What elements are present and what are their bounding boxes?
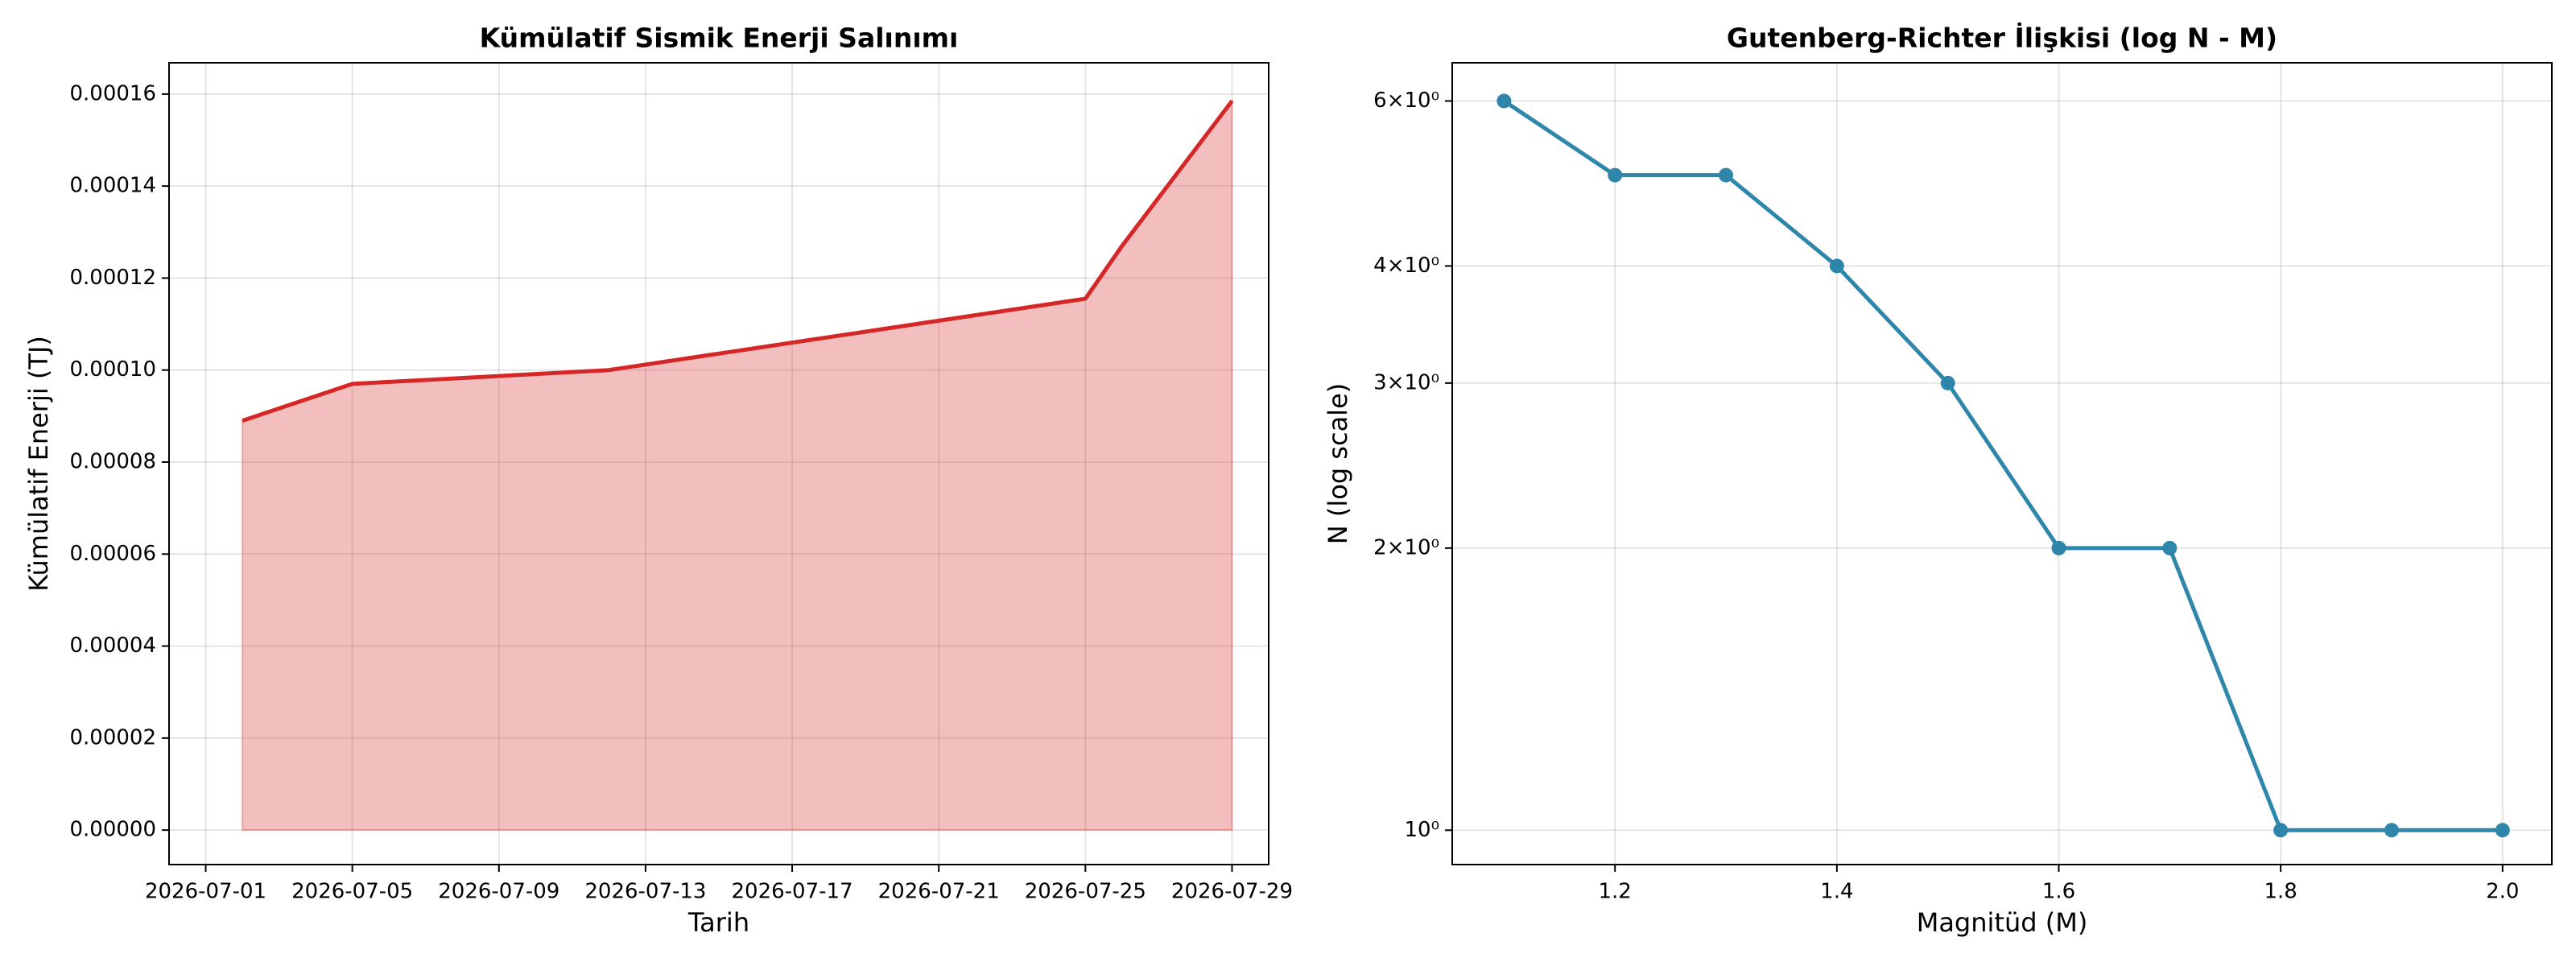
y-tick-label: 0.00002 [69, 725, 156, 749]
line [1503, 99, 2503, 832]
marker [2273, 823, 2289, 838]
y-tick-label: 0.00006 [69, 542, 156, 566]
marker [1608, 167, 1623, 183]
x-tick-label: 1.6 [2042, 880, 2075, 904]
x-tick-label: 2026-07-01 [145, 880, 266, 904]
chart-title: Gutenberg-Richter İlişkisi (log N - M) [1727, 22, 2277, 54]
y-tick-label: 3×10⁰ [1373, 370, 1439, 394]
chart-panel: Gutenberg-Richter İlişkisi (log N - M) Ma… [1323, 22, 2553, 938]
y-tick-label: 4×10⁰ [1373, 254, 1439, 278]
x-tick-label: 2026-07-09 [438, 880, 559, 904]
y-tick-label: 0.00014 [69, 174, 156, 198]
x-tick-label: 2.0 [2486, 880, 2519, 904]
y-axis-label: N (log scale) [1323, 383, 1353, 544]
marker [1940, 375, 1955, 390]
marker [2495, 823, 2510, 838]
marker [1829, 258, 1844, 274]
x-tick-label: 1.8 [2264, 880, 2297, 904]
marker [1719, 167, 1734, 183]
axes-frame [1451, 62, 2553, 865]
x-tick-label: 2026-07-29 [1171, 880, 1293, 904]
y-tick-label: 0.00008 [69, 450, 156, 474]
x-axis-label: Magnitüd (M) [1917, 907, 2088, 938]
x-tick-label: 1.4 [1820, 880, 1853, 904]
chart-title: Kümülatif Sismik Enerji Salınımı [480, 23, 959, 54]
y-axis-label: Kümülatif Enerji (TJ) [23, 336, 54, 592]
marker [2051, 540, 2066, 555]
y-tick-label: 2×10⁰ [1373, 535, 1439, 559]
axes-frame [168, 62, 1269, 865]
line [242, 99, 1234, 423]
area-fill [242, 98, 1233, 832]
y-tick-label: 6×10⁰ [1373, 89, 1439, 113]
y-tick-label: 0.00004 [69, 634, 156, 658]
x-axis-label: Tarih [687, 907, 749, 938]
marker [1496, 93, 1512, 109]
y-tick-label: 0.00012 [69, 266, 156, 290]
x-tick-label: 1.2 [1599, 880, 1632, 904]
x-tick-label: 2026-07-13 [584, 880, 706, 904]
chart-panel: Kümülatif Sismik Enerji Salınımı Tarih Küm… [23, 23, 1293, 939]
marker [2384, 823, 2399, 838]
marker [2162, 540, 2178, 555]
y-tick-label: 0.00000 [69, 818, 156, 842]
x-tick-label: 2026-07-05 [291, 880, 413, 904]
x-tick-label: 2026-07-17 [732, 880, 853, 904]
y-tick-label: 10⁰ [1404, 818, 1439, 842]
y-tick-label: 0.00010 [69, 357, 156, 382]
x-tick-label: 2026-07-25 [1025, 880, 1146, 904]
y-tick-label: 0.00016 [69, 81, 156, 105]
x-tick-label: 2026-07-21 [878, 880, 1000, 904]
